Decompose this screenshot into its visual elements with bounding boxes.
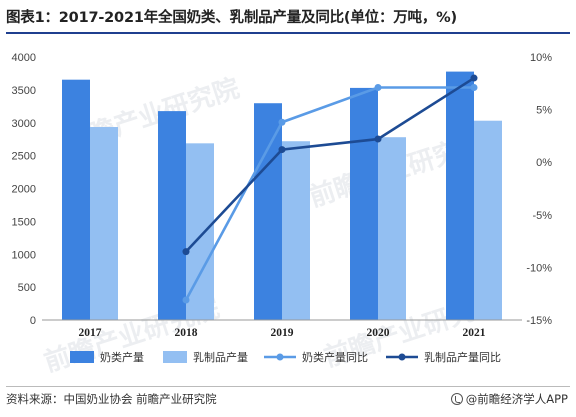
x-axis-tick: 2020 — [367, 327, 390, 339]
right-axis-tick: -5% — [532, 210, 552, 222]
point-dairy-products-yoy — [374, 135, 382, 143]
bar-dairy — [158, 111, 186, 321]
combo-chart: 0 500 1000 1500 2000 2500 3000 3500 4000 -15% -10%… — [12, 52, 553, 364]
legend-swatch — [163, 351, 187, 363]
left-axis-tick: 2000 — [12, 184, 36, 196]
point-dairy-products-yoy — [182, 248, 190, 256]
right-axis-tick: 5% — [536, 105, 552, 117]
bar-dairy — [446, 71, 474, 320]
x-axis-tick: 2017 — [79, 327, 102, 339]
bar-dairy-products — [474, 120, 502, 320]
line-dairy-yoy — [184, 86, 474, 301]
x-axis-tick: 2018 — [175, 327, 198, 339]
left-axis-tick: 1000 — [12, 249, 36, 261]
credit: @前瞻经济学人APP — [450, 391, 568, 407]
bar-dairy-products — [90, 127, 118, 321]
left-axis-tick: 1500 — [12, 216, 36, 228]
chart-title: 图表1：2017-2021年全国奶类、乳制品产量及同比(单位：万吨，%) — [6, 10, 457, 26]
point-dairy-yoy — [182, 296, 190, 304]
right-axis-tick: 10% — [530, 52, 552, 64]
point-dairy-products-yoy — [278, 146, 286, 154]
legend-label: 乳制品产量 — [193, 350, 248, 364]
x-axis-tick: 2019 — [271, 327, 294, 339]
bar-dairy — [62, 79, 90, 320]
point-dairy-yoy — [374, 84, 382, 92]
bar-dairy-products — [378, 137, 406, 320]
right-axis-tick: 0% — [536, 157, 552, 169]
legend-marker — [276, 353, 284, 361]
credit-text: @前瞻经济学人APP — [465, 392, 568, 406]
legend-label: 奶类产量同比 — [302, 350, 368, 364]
point-dairy-yoy — [278, 118, 286, 126]
legend-swatch — [70, 351, 94, 363]
source-note: 资料来源：中国奶业协会 前瞻产业研究院 — [6, 392, 217, 406]
left-axis-tick: 2500 — [12, 151, 36, 163]
left-axis-tick: 0 — [30, 315, 36, 327]
left-axis-tick: 500 — [18, 282, 36, 294]
x-axis-tick: 2021 — [463, 327, 486, 339]
legend-label: 乳制品产量同比 — [424, 350, 501, 364]
bar-dairy — [254, 103, 282, 320]
right-axis-tick: -15% — [526, 315, 552, 327]
line-dairy-products-yoy — [185, 76, 475, 253]
left-axis-tick: 3500 — [12, 85, 36, 97]
point-dairy-yoy — [470, 84, 478, 92]
legend-marker — [398, 353, 406, 361]
title-divider — [6, 32, 570, 34]
right-axis-tick: -10% — [526, 262, 552, 274]
bar-dairy-products — [282, 141, 310, 320]
legend-label: 奶类产量 — [100, 350, 144, 364]
point-dairy-products-yoy — [470, 74, 478, 82]
footer-divider — [6, 386, 570, 387]
left-axis-tick: 3000 — [12, 118, 36, 130]
bar-dairy — [350, 87, 378, 320]
brand-icon — [450, 393, 463, 405]
left-axis-tick: 4000 — [12, 52, 36, 64]
